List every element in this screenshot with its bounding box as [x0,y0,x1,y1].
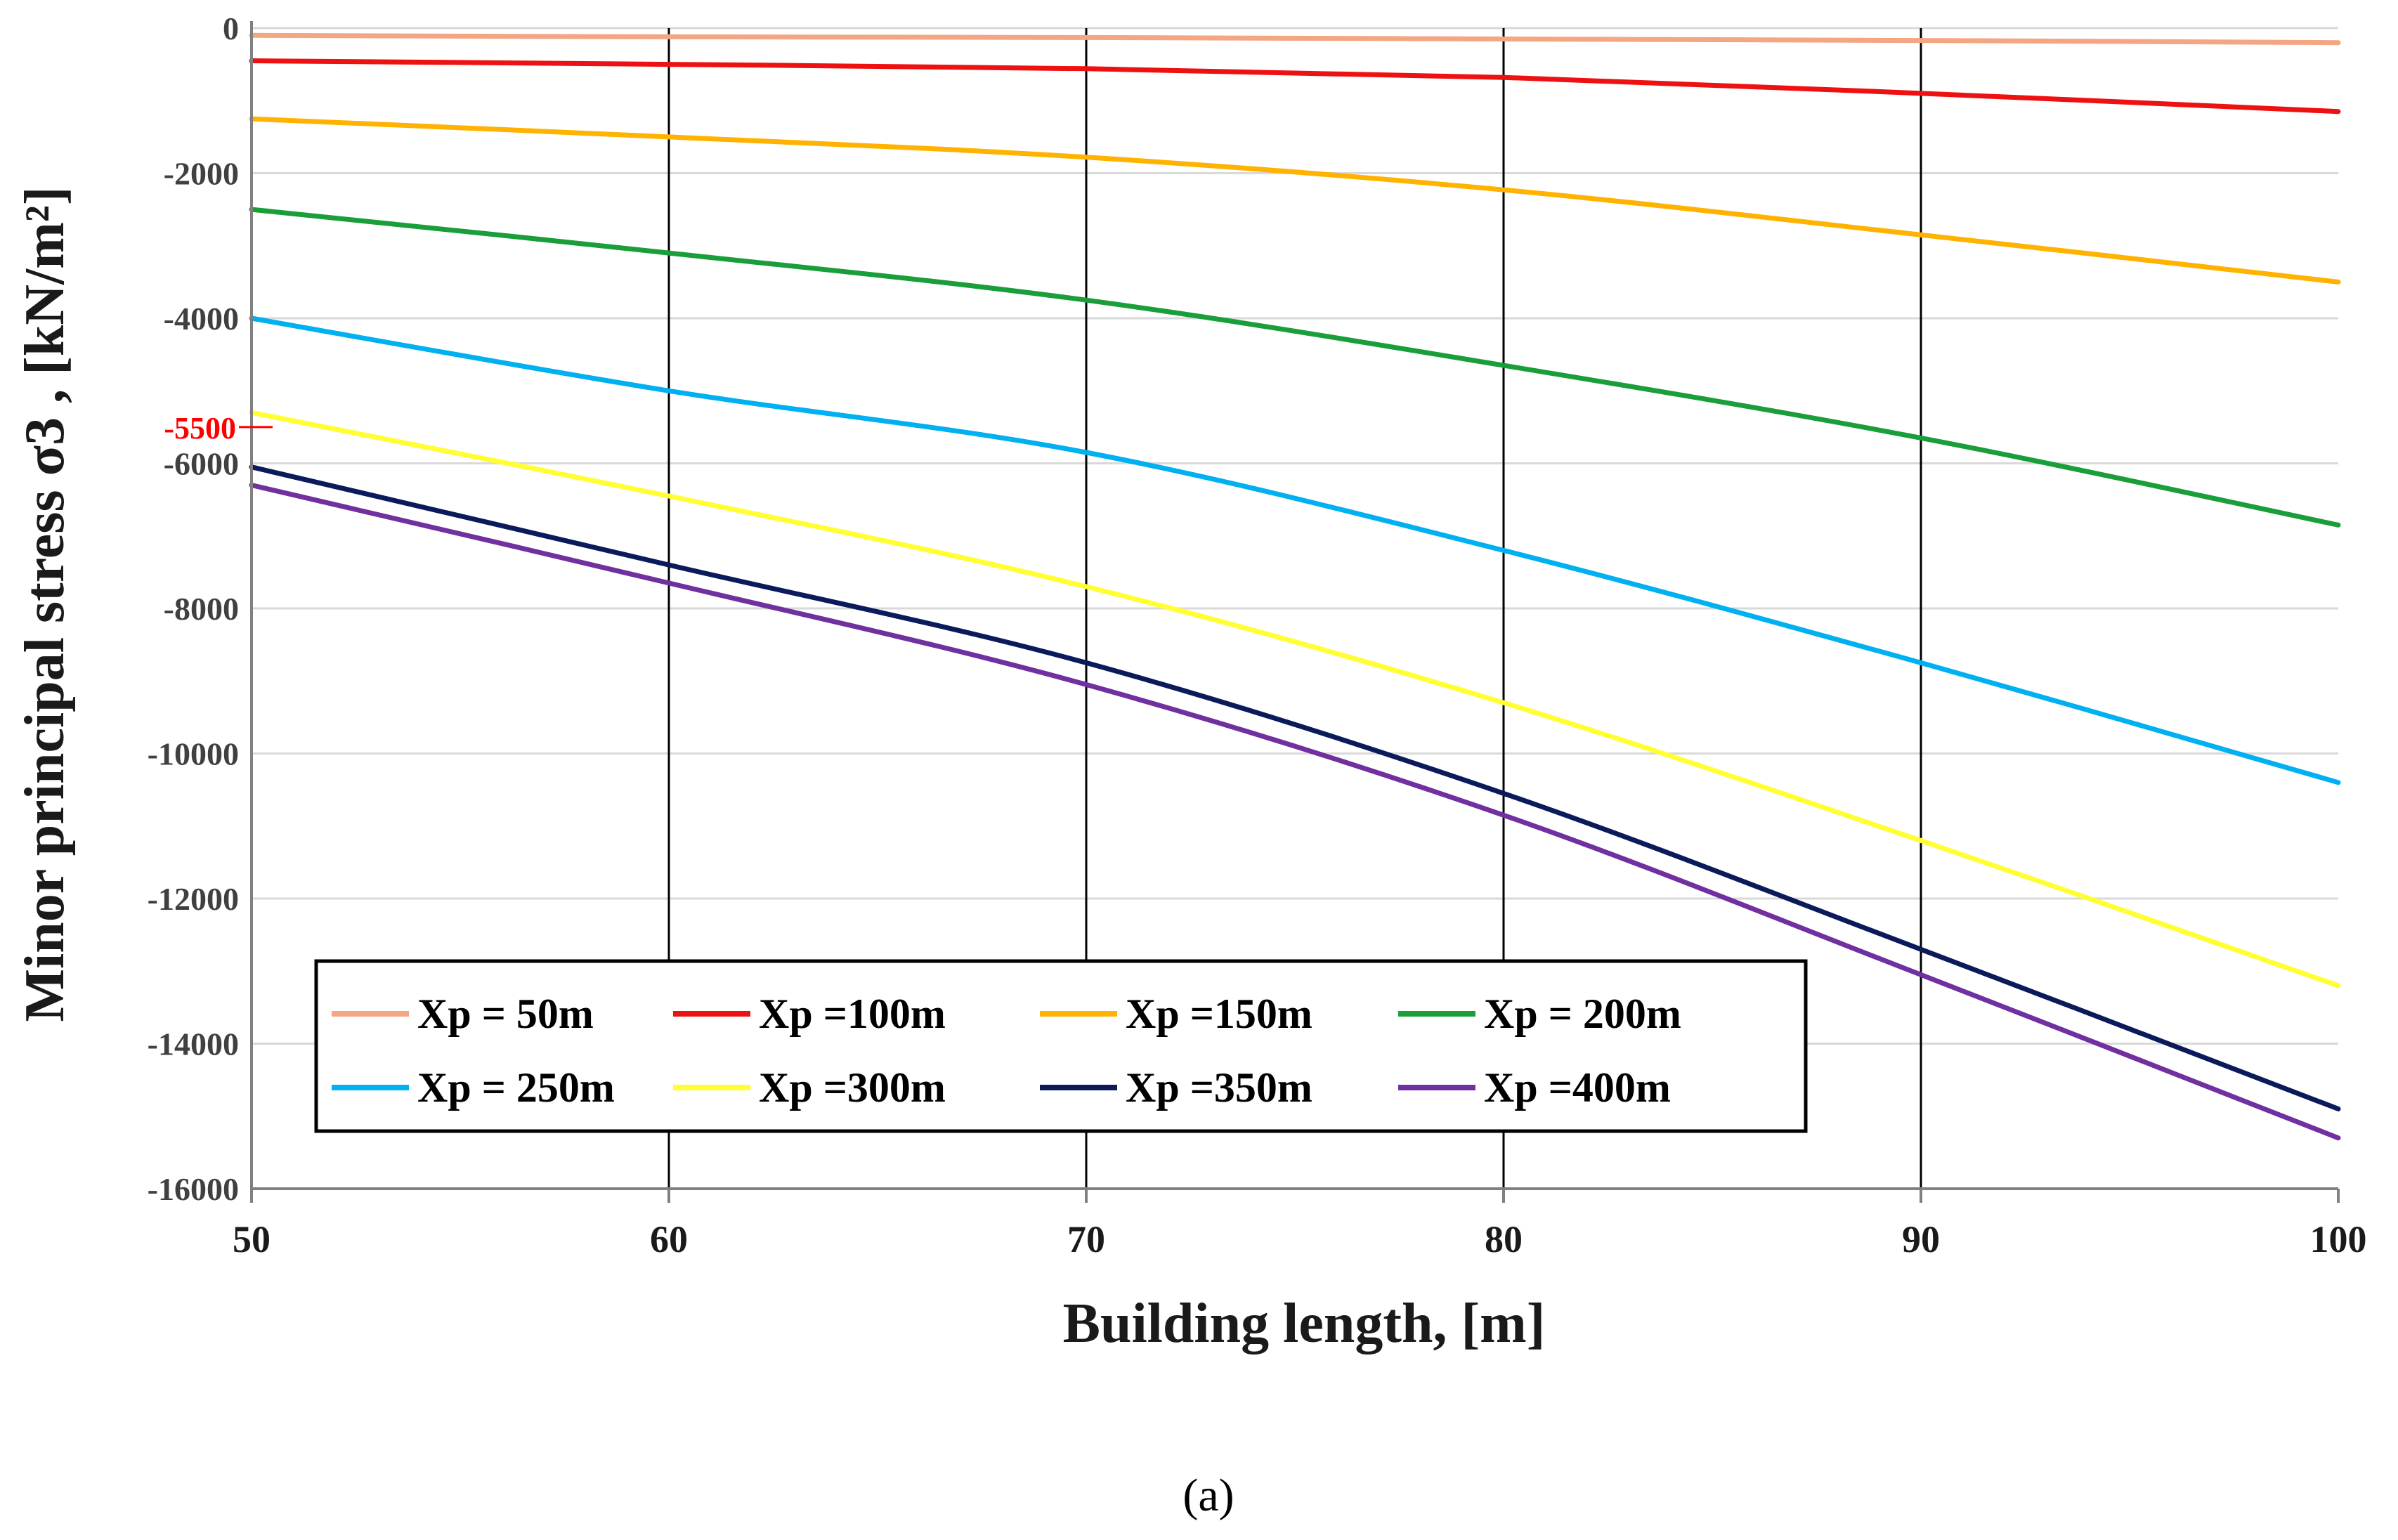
axis-layer: 0 -2000 -4000 -6000 -8000 -10000 -12000 -14000 -… [148,11,2367,1260]
series-line-8 [249,483,2341,1141]
series-line-2 [249,58,2341,115]
y-tick-label: -14000 [148,1026,239,1062]
annotation-label: -5500 [164,411,236,445]
y-tick-label: -6000 [164,446,239,482]
x-axis-title: Building length, [m] [1063,1293,1546,1355]
legend-label: Xp =150m [1126,991,1312,1037]
legend: Xp = 50m Xp =100m Xp =150m Xp = 200m Xp = 25… [314,959,1808,1133]
series-line-3 [249,116,2341,285]
series-layer [249,32,2341,1141]
y-tick-label: -8000 [164,591,239,627]
x-tick-label: 70 [1067,1218,1105,1260]
y-tick-label: -10000 [148,736,239,772]
legend-label: Xp =100m [759,991,946,1037]
series-line-7 [249,464,2341,1111]
y-tick-label: -12000 [148,881,239,917]
series-line-1 [249,32,2341,46]
y-tick-label: -16000 [148,1171,239,1207]
y-tick-label: -4000 [164,301,239,337]
y-tick-label: 0 [223,11,239,46]
legend-label: Xp = 250m [417,1064,615,1111]
legend-label: Xp = 50m [417,991,594,1037]
series-line-4 [249,207,2341,528]
x-tick-label: 100 [2310,1218,2367,1260]
legend-label: Xp =300m [759,1064,946,1111]
x-tick-label: 80 [1485,1218,1523,1260]
legend-label: Xp = 200m [1484,991,1681,1037]
grid-layer [252,27,2338,1189]
y-tick-label: -2000 [164,156,239,192]
legend-label: Xp =400m [1484,1064,1671,1111]
x-tick-label: 50 [233,1218,271,1260]
x-tick-label: 90 [1902,1218,1940,1260]
legend-label: Xp =350m [1126,1064,1312,1111]
figure-caption: (a) [1182,1470,1234,1521]
x-tick-label: 60 [650,1218,688,1260]
series-line-6 [249,410,2341,988]
series-line-5 [249,315,2341,785]
legend-box [314,959,1808,1133]
y-axis-title: Minor principal stress σ3 , [kN/m²] [14,187,76,1022]
